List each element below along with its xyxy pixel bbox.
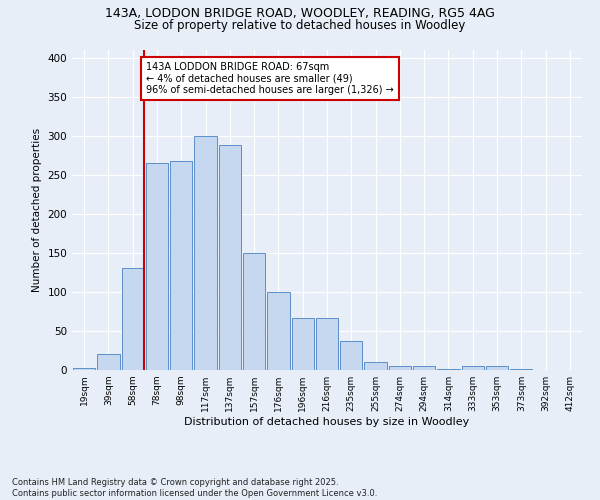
- Y-axis label: Number of detached properties: Number of detached properties: [32, 128, 42, 292]
- Bar: [73, 368, 95, 370]
- Bar: [267, 292, 290, 370]
- Bar: [170, 161, 193, 370]
- Text: Contains HM Land Registry data © Crown copyright and database right 2025.
Contai: Contains HM Land Registry data © Crown c…: [12, 478, 377, 498]
- Bar: [292, 318, 314, 370]
- Bar: [194, 136, 217, 370]
- Bar: [243, 253, 265, 370]
- Bar: [340, 341, 362, 370]
- Bar: [146, 163, 168, 370]
- Text: Size of property relative to detached houses in Woodley: Size of property relative to detached ho…: [134, 18, 466, 32]
- Text: 143A, LODDON BRIDGE ROAD, WOODLEY, READING, RG5 4AG: 143A, LODDON BRIDGE ROAD, WOODLEY, READI…: [105, 8, 495, 20]
- Bar: [218, 145, 241, 370]
- Bar: [437, 369, 460, 370]
- Bar: [413, 366, 436, 370]
- Bar: [364, 362, 387, 370]
- Bar: [389, 366, 411, 370]
- Bar: [97, 354, 119, 370]
- Bar: [122, 268, 144, 370]
- Bar: [461, 366, 484, 370]
- Bar: [486, 366, 508, 370]
- Bar: [510, 369, 532, 370]
- Bar: [316, 318, 338, 370]
- X-axis label: Distribution of detached houses by size in Woodley: Distribution of detached houses by size …: [184, 417, 470, 427]
- Text: 143A LODDON BRIDGE ROAD: 67sqm
← 4% of detached houses are smaller (49)
96% of s: 143A LODDON BRIDGE ROAD: 67sqm ← 4% of d…: [146, 62, 394, 95]
